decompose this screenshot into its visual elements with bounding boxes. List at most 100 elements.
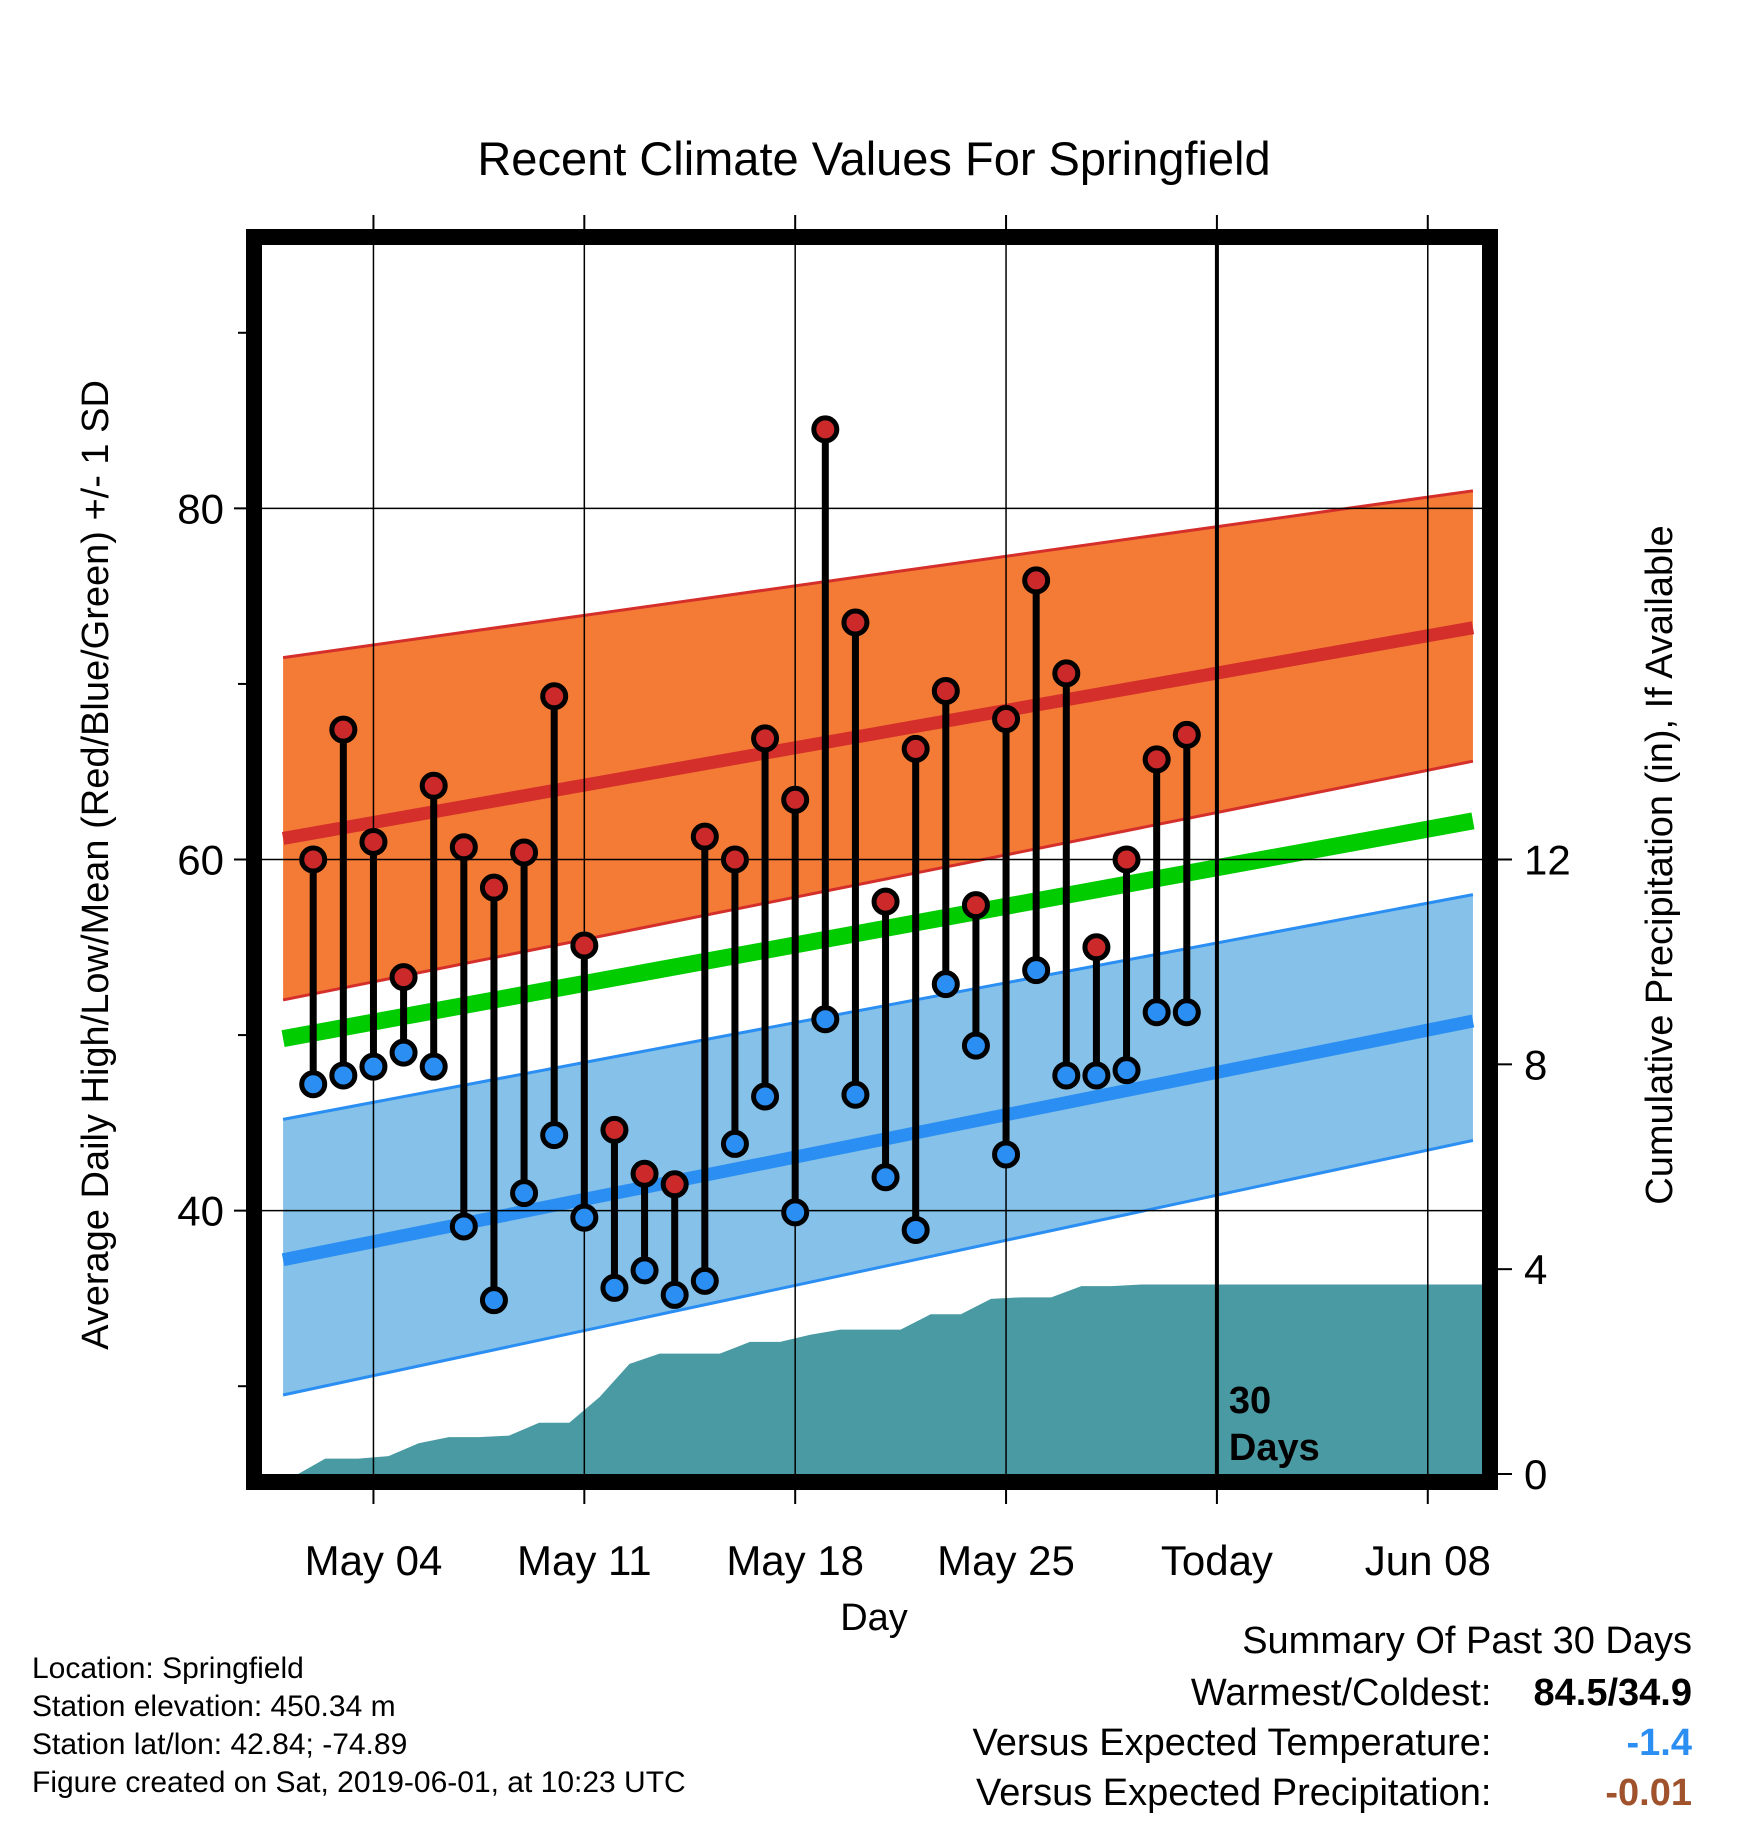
y-axis-left-label: Average Daily High/Low/Mean (Red/Blue/Gr… xyxy=(75,380,117,1350)
low-point xyxy=(540,1121,569,1150)
low-point xyxy=(299,1070,328,1099)
low-point xyxy=(389,1038,418,1067)
low-point xyxy=(479,1286,508,1315)
low-point xyxy=(871,1163,900,1192)
y-axis-right-label: Cumulative Precipitation (in), If Availa… xyxy=(1639,525,1681,1204)
high-point xyxy=(720,845,749,874)
high-point xyxy=(1172,720,1201,749)
summary-temp-row: Versus Expected Temperature: -1.4 xyxy=(973,1722,1692,1765)
precip-label: Versus Expected Precipitation: xyxy=(976,1772,1492,1814)
warmest-label: Warmest/Coldest: xyxy=(1190,1672,1492,1714)
low-minus-sd-line xyxy=(282,1138,1474,1397)
plot-content: 30 Days xyxy=(262,245,1482,1474)
chart-title: Recent Climate Values For Springfield xyxy=(477,132,1270,185)
high-point xyxy=(992,705,1021,734)
y-left-tick-label: 60 xyxy=(177,837,224,884)
high-point xyxy=(1082,933,1111,962)
y-left-tick-label: 40 xyxy=(177,1188,224,1235)
low-point xyxy=(751,1082,780,1111)
plot-frame xyxy=(246,229,1498,1490)
y-right-tick-label: 8 xyxy=(1524,1041,1547,1088)
x-axis-label: Day xyxy=(840,1597,908,1639)
location-text: Location: Springfield xyxy=(32,1652,304,1685)
high-point xyxy=(1052,659,1081,688)
temp-value: -1.4 xyxy=(1626,1722,1692,1764)
latlon-text: Station lat/lon: 42.84; -74.89 xyxy=(32,1728,408,1761)
low-point xyxy=(1142,998,1171,1027)
station-info: Location: Springfield Station elevation:… xyxy=(32,1650,686,1802)
high-normal-band xyxy=(283,490,1473,1000)
low-point xyxy=(720,1129,749,1158)
y-right-tick-label: 0 xyxy=(1524,1451,1547,1498)
high-point xyxy=(510,838,539,867)
elevation-text: Station elevation: 450.34 m xyxy=(32,1690,396,1723)
high-point xyxy=(479,873,508,902)
high-point xyxy=(961,891,990,920)
y-left-tick-label: 80 xyxy=(177,485,224,532)
low-point xyxy=(811,1005,840,1034)
low-point xyxy=(329,1061,358,1090)
low-point xyxy=(992,1140,1021,1169)
x-tick-label: May 04 xyxy=(305,1537,443,1584)
high-point xyxy=(931,676,960,705)
y-right-tick-label: 12 xyxy=(1524,837,1571,884)
x-tick-label: Today xyxy=(1161,1537,1273,1584)
warmest-value: 84.5/34.9 xyxy=(1533,1672,1692,1714)
high-plus-sd-line xyxy=(282,489,1474,660)
high-point xyxy=(359,827,388,856)
low-normal-line xyxy=(281,1014,1475,1267)
x-tick-label: May 18 xyxy=(726,1537,864,1584)
high-point xyxy=(329,715,358,744)
x-tick-label: Jun 08 xyxy=(1365,1537,1491,1584)
low-point xyxy=(1022,956,1051,985)
temp-label: Versus Expected Temperature: xyxy=(972,1722,1492,1764)
low-point xyxy=(901,1215,930,1244)
precipitation-area xyxy=(298,1284,1482,1474)
high-point xyxy=(449,833,478,862)
low-point xyxy=(781,1198,810,1227)
high-point xyxy=(660,1170,689,1199)
summary-precip-row: Versus Expected Precipitation: -0.01 xyxy=(976,1772,1692,1815)
high-point xyxy=(419,771,448,800)
high-point xyxy=(600,1115,629,1144)
summary-warmest-row: Warmest/Coldest: 84.5/34.9 xyxy=(1191,1672,1692,1715)
mean-normal-line xyxy=(281,812,1475,1047)
precip-value: -0.01 xyxy=(1605,1772,1692,1814)
today-days-label: Days xyxy=(1229,1427,1320,1469)
x-tick-label: May 25 xyxy=(937,1537,1075,1584)
low-point xyxy=(841,1080,870,1109)
low-point xyxy=(510,1179,539,1208)
high-normal-line xyxy=(281,621,1475,845)
high-point xyxy=(630,1159,659,1188)
low-point xyxy=(1082,1061,1111,1090)
low-point xyxy=(1052,1061,1081,1090)
low-point xyxy=(630,1256,659,1285)
high-minus-sd-line xyxy=(282,759,1474,1002)
low-point xyxy=(600,1273,629,1302)
high-point xyxy=(841,608,870,637)
low-point xyxy=(961,1031,990,1060)
low-point xyxy=(1112,1056,1141,1085)
high-point xyxy=(540,682,569,711)
low-point xyxy=(570,1203,599,1232)
x-tick-label: May 11 xyxy=(517,1537,652,1584)
high-point xyxy=(570,931,599,960)
low-point xyxy=(449,1212,478,1241)
high-point xyxy=(389,963,418,992)
low-point xyxy=(660,1280,689,1309)
low-point xyxy=(1172,998,1201,1027)
high-point xyxy=(690,822,719,851)
summary-heading: Summary Of Past 30 Days xyxy=(1242,1620,1692,1662)
high-point xyxy=(871,887,900,916)
high-point xyxy=(1142,745,1171,774)
high-point xyxy=(1112,845,1141,874)
y-right-tick-label: 4 xyxy=(1524,1246,1547,1293)
low-plus-sd-line xyxy=(282,893,1474,1121)
plot-area: 30 Days May 04 May 11 May 18 May 25 Today Jun 0… xyxy=(177,215,1571,1584)
high-point xyxy=(1022,566,1051,595)
today-days-count: 30 xyxy=(1229,1380,1271,1422)
high-point xyxy=(781,785,810,814)
low-point xyxy=(931,970,960,999)
high-point xyxy=(811,415,840,444)
